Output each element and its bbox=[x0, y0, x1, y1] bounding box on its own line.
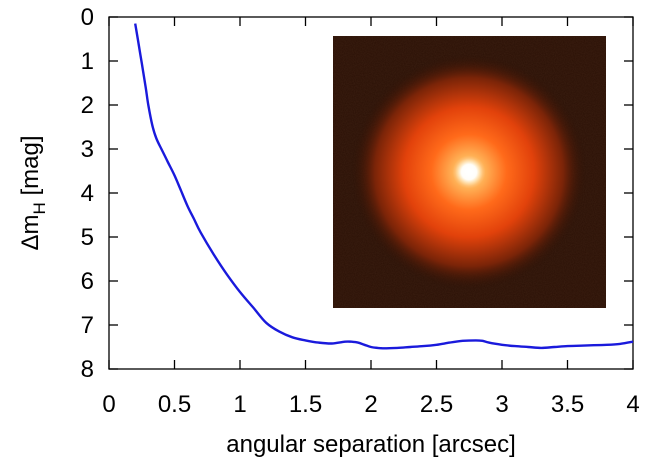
inset-core bbox=[455, 158, 483, 186]
inset-image bbox=[333, 36, 606, 308]
axis-ticks bbox=[108, 16, 634, 370]
y-axis-label-prefix: Δm bbox=[17, 214, 44, 250]
x-axis-label: angular separation [arcsec] bbox=[226, 431, 516, 458]
y-tick-label: 1 bbox=[81, 48, 94, 75]
contrast-curve-line bbox=[134, 23, 634, 350]
y-tick-labels: 0 1 2 3 4 5 6 7 8 bbox=[81, 4, 94, 383]
x-tick-label: 4 bbox=[626, 391, 639, 418]
x-tick-labels: 0 0.5 1 1.5 2 2.5 3 3.5 4 bbox=[102, 391, 639, 418]
x-tick-label: 3.5 bbox=[551, 391, 584, 418]
x-tick-label: 3 bbox=[495, 391, 508, 418]
x-tick-label: 0 bbox=[102, 391, 115, 418]
x-tick-label: 2 bbox=[364, 391, 377, 418]
x-tick-label: 1 bbox=[233, 391, 246, 418]
x-tick-label: 2.5 bbox=[420, 391, 453, 418]
y-axis-label-subscript: H bbox=[30, 202, 49, 214]
y-tick-label: 4 bbox=[81, 180, 94, 207]
y-tick-label: 3 bbox=[81, 136, 94, 163]
series-layer bbox=[134, 23, 634, 350]
y-axis-label-suffix: [mag] bbox=[17, 135, 44, 202]
y-tick-label: 8 bbox=[81, 356, 94, 383]
y-tick-label: 5 bbox=[81, 224, 94, 251]
y-tick-label: 7 bbox=[81, 312, 94, 339]
y-tick-label: 6 bbox=[81, 268, 94, 295]
y-tick-label: 2 bbox=[81, 92, 94, 119]
x-tick-label: 1.5 bbox=[289, 391, 322, 418]
x-tick-label: 0.5 bbox=[158, 391, 191, 418]
y-axis-label: ΔmH [mag] bbox=[17, 135, 49, 250]
y-tick-label: 0 bbox=[81, 4, 94, 31]
